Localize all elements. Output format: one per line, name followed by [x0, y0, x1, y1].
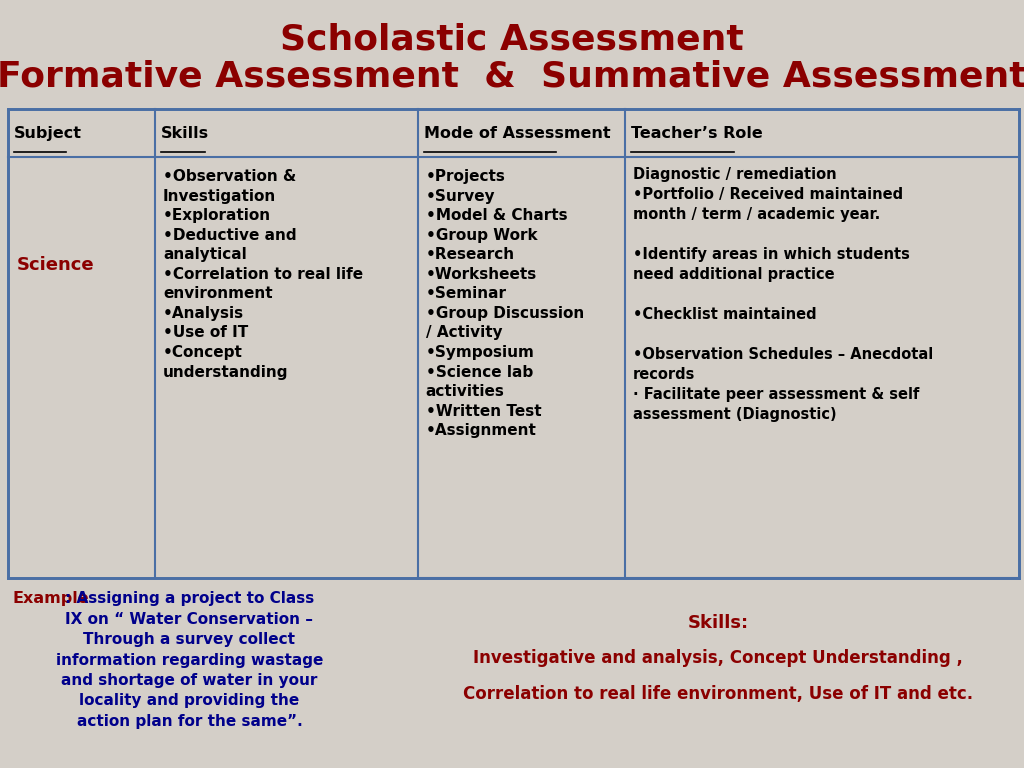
Text: Investigative and analysis, Concept Understanding ,: Investigative and analysis, Concept Unde… [473, 649, 964, 667]
Text: Scholastic Assessment: Scholastic Assessment [281, 23, 743, 57]
Text: •Projects
•Survey
•Model & Charts
•Group Work
•Research
•Worksheets
•Seminar
•Gr: •Projects •Survey •Model & Charts •Group… [426, 169, 584, 439]
Text: Subject: Subject [14, 126, 82, 141]
Text: •Observation &
Investigation
•Exploration
•Deductive and
analytical
•Correlation: •Observation & Investigation •Exploratio… [163, 169, 364, 379]
Text: Teacher’s Role: Teacher’s Role [631, 126, 763, 141]
Text: Skills: Skills [161, 126, 209, 141]
Text: Example: Example [12, 591, 89, 607]
Text: : Assigning a project to Class
IX on “ Water Conservation –
Through a survey col: : Assigning a project to Class IX on “ W… [55, 591, 324, 729]
Text: Science: Science [16, 256, 94, 274]
Text: Skills:: Skills: [688, 614, 749, 632]
Text: Formative Assessment  &  Summative Assessment: Formative Assessment & Summative Assessm… [0, 60, 1024, 94]
Text: Mode of Assessment: Mode of Assessment [424, 126, 610, 141]
Bar [8, 109, 1019, 578]
Text: Diagnostic / remediation
•Portfolio / Received maintained
month / term / academi: Diagnostic / remediation •Portfolio / Re… [633, 167, 933, 422]
Text: Correlation to real life environment, Use of IT and etc.: Correlation to real life environment, Us… [463, 685, 973, 703]
